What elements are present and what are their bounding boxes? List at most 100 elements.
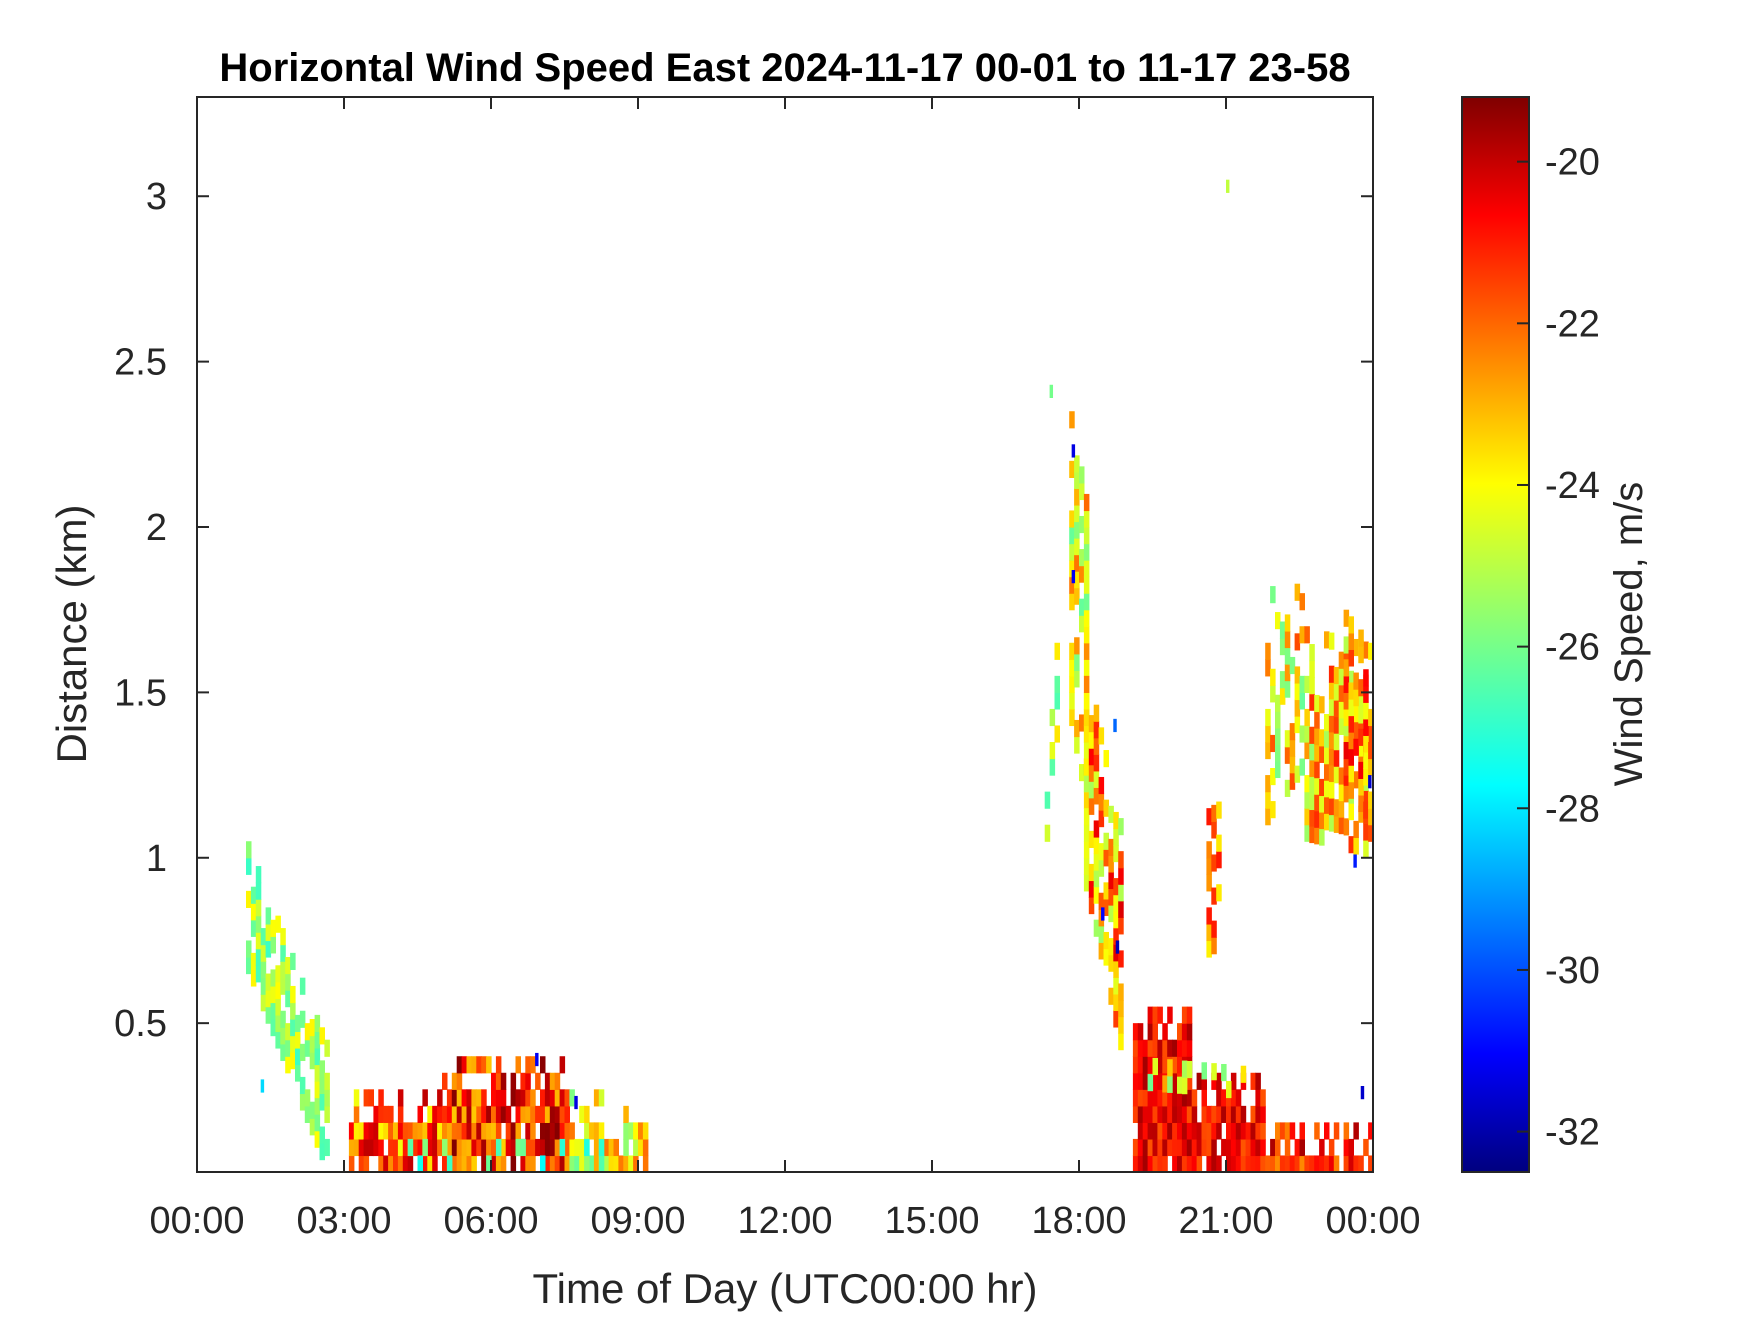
heatmap-cell — [569, 1122, 575, 1140]
heatmap-cell — [304, 1039, 311, 1057]
heatmap-cell — [638, 1138, 644, 1157]
heatmap-cell — [1132, 1155, 1139, 1173]
heatmap-cell — [579, 1105, 585, 1123]
heatmap-cell — [1319, 811, 1325, 830]
heatmap-cell — [574, 1138, 580, 1157]
heatmap-cell — [1235, 1155, 1242, 1173]
heatmap-cell — [1132, 1105, 1139, 1123]
heatmap-cell — [1328, 764, 1335, 783]
heatmap-cell — [1069, 659, 1075, 677]
x-axis-ticks: 00:00 03:00 06:00 09:00 12:00 15:00 18:00 21:00… — [149, 97, 1421, 1242]
heatmap-cell — [1284, 1122, 1291, 1140]
heatmap-cell — [1275, 1155, 1281, 1173]
heatmap-cell — [1240, 1138, 1247, 1157]
heatmap-cell — [491, 1089, 497, 1107]
heatmap-cell — [1363, 1138, 1369, 1157]
heatmap-cell — [461, 1056, 468, 1074]
heatmap-cell — [1216, 1089, 1222, 1107]
heatmap-cell — [1216, 1072, 1222, 1090]
heatmap-cell — [1172, 1072, 1178, 1090]
heatmap-cell — [1324, 714, 1330, 732]
heatmap-cell — [1083, 560, 1090, 578]
heatmap-cell — [1294, 583, 1301, 601]
heatmap-cell — [1265, 791, 1271, 809]
heatmap-cell — [1255, 1138, 1261, 1157]
heatmap-cell — [1309, 660, 1315, 678]
heatmap-cell — [1069, 510, 1075, 528]
heatmap-cell — [510, 1138, 517, 1157]
heatmap-cell — [559, 1155, 566, 1173]
heatmap-cell — [486, 1122, 492, 1140]
heatmap-cell — [1211, 937, 1217, 955]
heatmap-cell — [265, 923, 272, 942]
heatmap-cell — [1147, 1056, 1154, 1074]
heatmap-cell — [1221, 1105, 1227, 1123]
heatmap-cell — [1368, 708, 1374, 727]
heatmap-cell — [1181, 1006, 1188, 1024]
heatmap-cell — [525, 1155, 531, 1173]
heatmap-cell — [1363, 839, 1369, 858]
heatmap-cell — [584, 1105, 590, 1123]
heatmap-cell — [535, 1072, 541, 1090]
heatmap-cell — [1088, 830, 1095, 848]
heatmap-cell — [397, 1089, 404, 1107]
heatmap-cell — [481, 1155, 487, 1173]
heatmap-cell — [1083, 543, 1090, 561]
heatmap-cell — [324, 1072, 330, 1090]
heatmap-cell — [1255, 1105, 1261, 1123]
heatmap-cell — [642, 1122, 649, 1140]
heatmap-cell — [525, 1122, 531, 1140]
heatmap-cell — [1270, 1155, 1276, 1173]
heatmap-cell — [505, 1138, 512, 1157]
heatmap-cell — [412, 1138, 419, 1157]
heatmap-cell — [1275, 1122, 1281, 1140]
heatmap-cell — [1098, 859, 1105, 877]
y-tick-label: 0.5 — [114, 1003, 167, 1045]
heatmap-cell — [1162, 1122, 1168, 1140]
heatmap-cell — [1353, 771, 1359, 789]
heatmap-cell — [1333, 716, 1340, 734]
heatmap-cell — [593, 1089, 600, 1107]
heatmap-cell — [1093, 787, 1100, 805]
heatmap-cell — [608, 1155, 615, 1173]
heatmap-cell — [417, 1138, 423, 1157]
heatmap-cell — [280, 961, 286, 979]
heatmap-cell — [1343, 785, 1350, 803]
heatmap-cell — [491, 1138, 497, 1157]
heatmap-cell — [427, 1105, 433, 1123]
heatmap-cell — [1108, 871, 1114, 890]
heatmap-cell — [466, 1138, 472, 1157]
heatmap-cell — [1093, 919, 1100, 937]
heatmap-cell — [1088, 764, 1095, 782]
heatmap-cell — [1230, 1122, 1237, 1140]
heatmap-cell — [1093, 704, 1100, 722]
heatmap-cell — [456, 1122, 463, 1140]
heatmap-cell — [1177, 1076, 1183, 1094]
heatmap-cell — [1328, 814, 1335, 832]
heatmap-cell — [1186, 1105, 1193, 1123]
heatmap-cell — [1118, 900, 1124, 918]
heatmap-cell — [1074, 670, 1080, 688]
heatmap-cell — [525, 1089, 531, 1107]
heatmap-cell — [1074, 571, 1080, 589]
heatmap-cell — [579, 1155, 585, 1173]
heatmap-cell — [1152, 1089, 1158, 1107]
heatmap-cell — [432, 1155, 438, 1173]
heatmap-cell — [1054, 675, 1060, 693]
heatmap-cell — [1093, 853, 1100, 871]
heatmap-cell — [275, 1031, 281, 1049]
heatmap-cell — [442, 1072, 448, 1090]
heatmap-cell — [1142, 1122, 1149, 1140]
heatmap-cell — [1181, 1138, 1188, 1157]
heatmap-cell — [618, 1155, 624, 1173]
heatmap-point — [535, 1052, 539, 1067]
heatmap-cell — [525, 1072, 531, 1090]
heatmap-cell — [451, 1155, 458, 1173]
heatmap-cell — [1162, 1075, 1168, 1093]
heatmap-cell — [1157, 1006, 1163, 1024]
heatmap-cell — [265, 973, 272, 991]
heatmap-cell — [569, 1089, 575, 1107]
heatmap-cell — [1358, 728, 1364, 746]
heatmap-cell — [515, 1138, 521, 1157]
heatmap-cell — [593, 1122, 600, 1140]
